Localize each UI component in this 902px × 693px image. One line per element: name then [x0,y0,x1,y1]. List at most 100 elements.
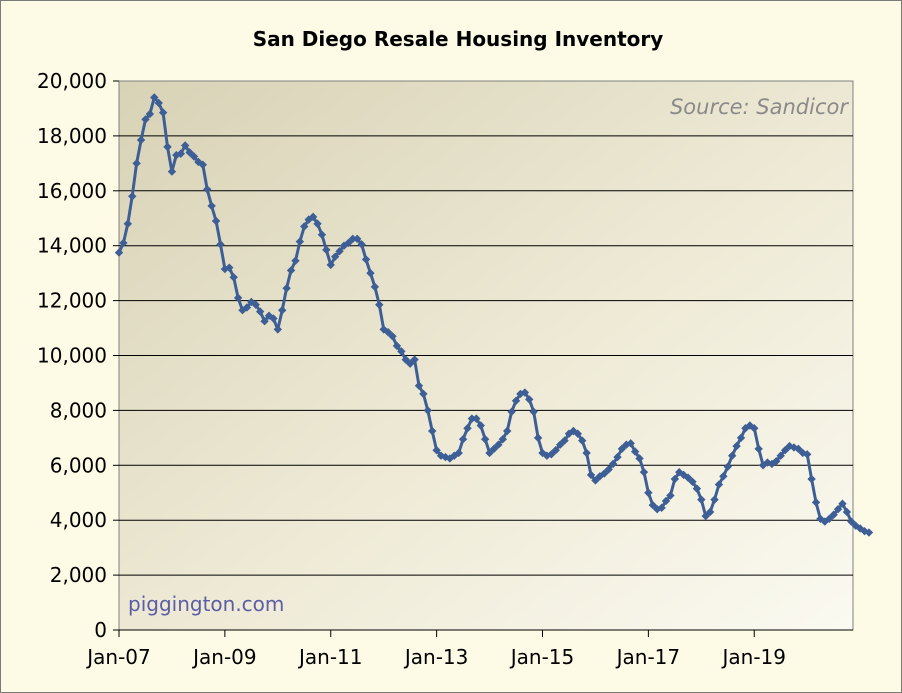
data-point [595,472,605,481]
data-point [503,426,512,436]
data-point [485,448,494,458]
data-point [242,303,252,312]
data-point [282,284,291,293]
data-point [644,488,653,497]
data-point [260,316,269,326]
data-point [750,424,759,433]
data-point [688,477,697,486]
data-point [780,446,790,455]
data-point [683,473,693,482]
data-point [772,456,781,466]
data-point [582,448,591,458]
data-point [300,222,309,231]
data-point [458,435,468,444]
data-point [829,510,838,519]
data-point [573,429,582,438]
data-point [233,293,243,303]
data-point [838,499,847,508]
data-point [229,273,238,282]
y-tick-label: 14,000 [37,234,107,258]
data-point [291,256,300,265]
data-point [569,426,578,436]
data-point [675,467,684,477]
x-tick-label: Jan-11 [297,645,363,669]
data-point [604,465,613,474]
x-tick-label: Jan-13 [403,645,469,669]
data-point [727,451,737,460]
data-point [176,149,185,158]
data-point [520,388,530,397]
data-point [533,433,543,443]
data-point [158,108,168,117]
data-point [630,447,640,456]
data-point [476,421,485,430]
x-axis-ticks: Jan-07 Jan-09 Jan-11 Jan-13 Jan-15 Jan-17 Jan-… [85,629,853,669]
data-point [278,306,287,315]
data-point [317,230,327,239]
data-point [141,115,150,124]
data-point [494,440,503,449]
data-point [842,507,852,517]
data-point [432,446,441,455]
data-point [811,498,821,507]
data-point [255,307,265,316]
data-point [578,436,587,445]
data-point [419,389,428,399]
data-point [330,252,340,261]
data-point [463,424,472,433]
data-point [383,327,393,337]
data-point [136,135,146,145]
data-point [480,435,490,444]
data-point [864,528,874,537]
data-point [194,157,203,167]
data-point [586,470,596,480]
data-point [639,467,649,477]
data-point [313,219,322,228]
data-point [754,444,763,454]
data-point [335,246,344,256]
series-layer [114,93,874,537]
data-point [542,451,552,460]
data-point [269,314,278,323]
grid-lines [119,135,853,576]
data-point [361,255,371,264]
data-point [710,495,719,504]
data-point [198,160,208,169]
data-point [670,474,680,484]
data-point [507,407,516,416]
y-axis-ticks: 0 2,000 4,000 6,000 8,000 10,000 12,000 14,000 1… [37,69,119,642]
data-point [701,511,710,521]
y-tick-label: 12,000 [37,289,107,313]
data-point [180,141,190,150]
x-tick-label: Jan-07 [85,645,151,669]
source-note: Source: Sandicor [670,95,849,119]
data-point [145,109,155,119]
data-point [119,238,128,248]
y-tick-label: 0 [94,618,107,642]
data-point [833,505,843,514]
y-tick-label: 6,000 [50,453,107,477]
data-point [375,300,384,309]
chart-title: San Diego Resale Housing Inventory [253,27,664,51]
data-point [150,93,159,102]
data-point [825,514,834,524]
data-point [203,185,212,194]
data-point [163,142,172,152]
data-point [692,484,702,493]
data-point [807,474,816,484]
data-point [366,268,375,278]
data-point [705,507,715,517]
data-point [154,98,163,108]
data-point [357,240,366,249]
data-point [635,454,644,463]
y-tick-label: 18,000 [37,124,107,148]
data-point [295,237,305,246]
data-point [472,414,481,423]
data-point [847,517,856,526]
x-tick-label: Jan-19 [721,645,787,669]
y-tick-label: 20,000 [37,69,107,93]
y-tick-label: 8,000 [50,398,107,422]
data-point [273,325,283,334]
data-point [555,440,565,449]
